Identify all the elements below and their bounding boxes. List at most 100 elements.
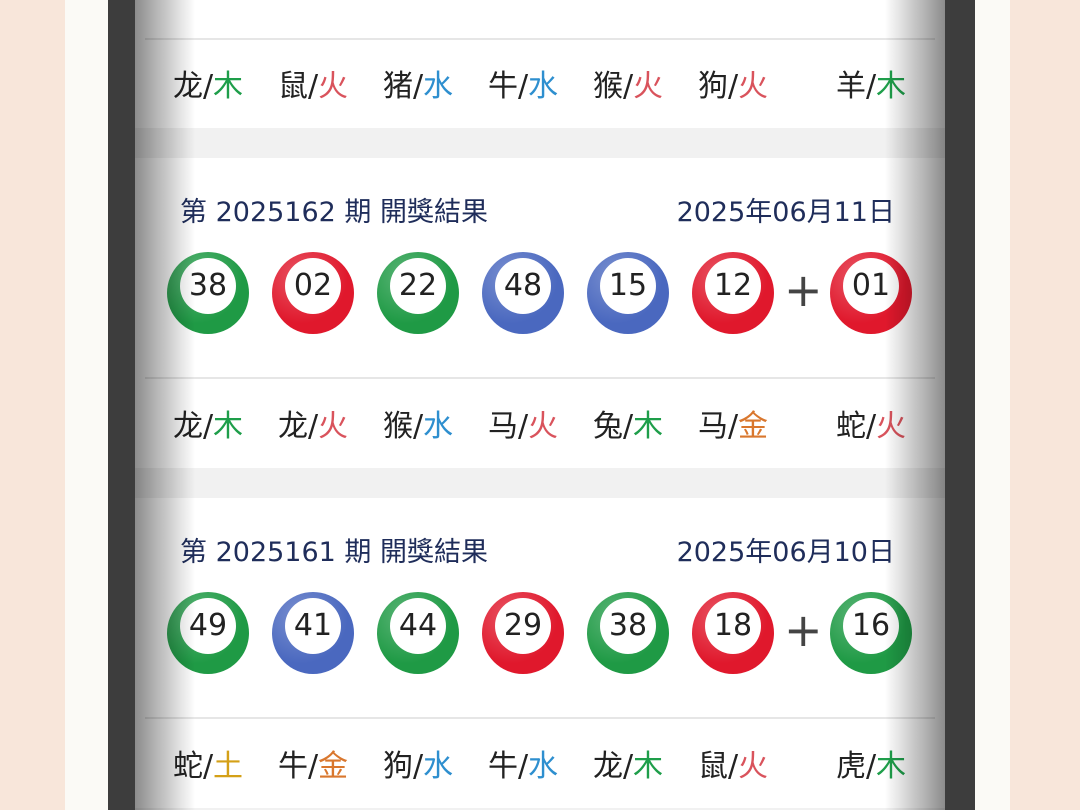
zodiac-animal: 猪 [382,69,413,104]
zodiac-animal: 猴 [592,69,623,104]
draw-date: 2025年06月10日 [676,537,895,568]
ball-number: 22 [390,258,446,314]
zodiac-animal: 虎 [835,749,866,784]
divider [145,717,935,719]
five-element: 水 [423,69,454,104]
number-ball: 18 [692,592,774,674]
zodiac-element-label: 羊/木 [816,57,926,117]
five-element: 金 [738,409,769,444]
number-ball: 48 [482,252,564,334]
zodiac-element-label: 猴/火 [573,57,683,117]
zodiac-element-label: 牛/水 [468,57,578,117]
number-ball: 29 [482,592,564,674]
five-element: 水 [423,409,454,444]
ball-number: 38 [180,258,236,314]
zodiac-animal: 猴 [382,409,413,444]
separator: / [865,749,877,784]
separator: / [412,69,424,104]
divider [145,38,935,40]
zodiac-element-label: 狗/火 [678,57,788,117]
draw-date: 2025年06月11日 [676,197,895,228]
five-element: 火 [633,69,664,104]
number-ball: 12 [692,252,774,334]
separator: / [727,749,739,784]
zodiac-animal: 鼠 [277,69,308,104]
zodiac-animal: 羊 [835,69,866,104]
ball-number: 15 [600,258,656,314]
zodiac-row: 蛇/土牛/金狗/水牛/水龙/木鼠/火虎/木 [135,737,945,797]
separator: / [517,69,529,104]
section-gap [135,808,945,810]
zodiac-animal: 鼠 [697,749,728,784]
separator: / [865,409,877,444]
separator: / [517,749,529,784]
phone-frame-left [108,0,135,810]
zodiac-element-label: 牛/金 [258,737,368,797]
number-ball: 41 [272,592,354,674]
number-ball: 44 [377,592,459,674]
edge-shadow [885,0,945,810]
plus-icon: + [784,263,823,317]
zodiac-element-label: 鼠/火 [258,57,368,117]
zodiac-animal: 马 [697,409,728,444]
ball-number: 48 [495,258,551,314]
lottery-results-list[interactable]: 龙/木鼠/火猪/水牛/水猴/火狗/火羊/木 第 2025162 期 開獎結果 2… [135,0,945,810]
separator: / [622,749,634,784]
five-element: 土 [213,749,244,784]
ball-number: 02 [285,258,341,314]
ball-number: 49 [180,598,236,654]
five-element: 水 [528,749,559,784]
zodiac-element-label: 龙/火 [258,397,368,457]
five-element: 木 [213,69,244,104]
separator: / [307,409,319,444]
five-element: 火 [318,69,349,104]
five-element: 火 [318,409,349,444]
separator: / [412,409,424,444]
five-element: 木 [876,69,906,104]
number-ball: 49 [167,592,249,674]
five-element: 木 [633,409,664,444]
ball-number: 01 [843,258,899,314]
zodiac-element-label: 狗/水 [363,737,473,797]
five-element: 水 [528,69,559,104]
separator: / [412,749,424,784]
separator: / [307,69,319,104]
zodiac-element-label: 马/火 [468,397,578,457]
ball-number: 18 [705,598,761,654]
zodiac-element-label: 猴/水 [363,397,473,457]
separator: / [307,749,319,784]
ball-number: 38 [600,598,656,654]
zodiac-element-label: 鼠/火 [678,737,788,797]
five-element: 木 [213,409,244,444]
five-element: 木 [633,749,664,784]
five-element: 火 [738,749,769,784]
separator: / [727,69,739,104]
separator: / [622,69,634,104]
special-number-ball: 16 [830,592,912,674]
zodiac-animal: 马 [487,409,518,444]
zodiac-animal: 牛 [487,749,518,784]
separator: / [202,409,214,444]
number-ball: 22 [377,252,459,334]
phone-frame-right [945,0,975,810]
separator: / [517,409,529,444]
zodiac-animal: 兔 [592,409,623,444]
zodiac-element-label: 兔/木 [573,397,683,457]
zodiac-element-label: 牛/水 [468,737,578,797]
zodiac-row: 龙/木鼠/火猪/水牛/水猴/火狗/火羊/木 [135,57,945,117]
separator: / [865,69,877,104]
zodiac-element-label: 蛇/土 [153,737,263,797]
zodiac-animal: 狗 [382,749,413,784]
section-gap [135,468,945,498]
separator: / [727,409,739,444]
zodiac-animal: 蛇 [173,749,203,784]
background-strip-left [65,0,108,810]
separator: / [202,749,214,784]
five-element: 水 [423,749,454,784]
five-element: 火 [528,409,559,444]
zodiac-animal: 牛 [277,749,308,784]
zodiac-element-label: 蛇/火 [816,397,926,457]
zodiac-animal: 龙 [173,409,203,444]
separator: / [202,69,214,104]
number-ball: 38 [587,592,669,674]
